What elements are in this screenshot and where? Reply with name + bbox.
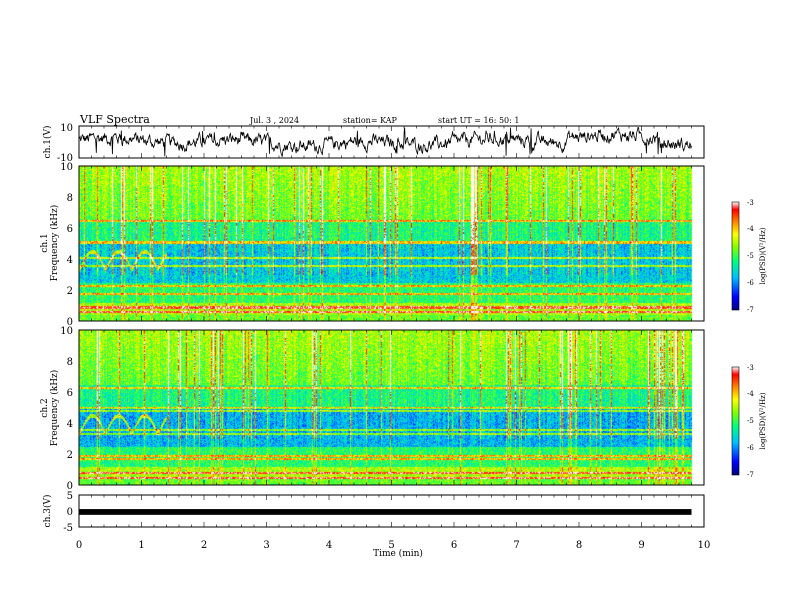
- ch1-cb-tick-m5: -5: [747, 252, 754, 260]
- ch1-cb-tick-m7: -7: [747, 306, 754, 314]
- time-tick-label: 0: [76, 540, 82, 551]
- time-tick-label: 10: [698, 540, 711, 551]
- ch1-spectrogram-ticks: [78, 166, 705, 321]
- ch1-waveform-line: [78, 127, 692, 157]
- ch2-freq-axis-label: Frequency (kHz): [49, 370, 60, 447]
- ch2-cb-tick-m6: -6: [747, 444, 754, 452]
- ch3-ytick-bottom: -5: [63, 523, 73, 534]
- ch1-waveform-panel: 10 -10 ch.1(V): [42, 123, 705, 164]
- ch1-colorbar-label: log(PSD)(V²/Hz): [759, 227, 767, 284]
- figure-title: VLF Spectra: [79, 113, 150, 126]
- ch1-freq-tick-2: 2: [67, 286, 73, 297]
- ch2-freq-tick-10: 10: [60, 326, 73, 337]
- ch1-freq-tick-6: 6: [67, 224, 73, 235]
- ch2-freq-tick-0: 0: [67, 481, 73, 492]
- ch1-spectrogram-image: [79, 166, 704, 321]
- ch1-freq-tick-4: 4: [67, 255, 73, 266]
- ch2-spectrogram-ticks: [78, 330, 705, 485]
- time-tick-label: 4: [326, 540, 332, 551]
- ch2-colorbar-label: log(PSD)(V²/Hz): [759, 392, 767, 449]
- ch3-ytick-mid: 0: [67, 507, 73, 518]
- ch3-waveform-ylabel: ch.3(V): [42, 495, 53, 528]
- ch2-colorbar-gradient: [731, 366, 740, 476]
- ch2-spectrogram-panel: 0 2 4 6 8 10 ch.2 Frequency (kHz): [40, 326, 705, 492]
- ch2-cb-tick-m3: -3: [747, 364, 754, 372]
- time-axis-label: Time (min): [373, 548, 423, 559]
- ch2-cb-tick-m4: -4: [747, 390, 754, 398]
- ch1-ytick-bottom: -10: [57, 153, 73, 164]
- time-tick-label: 2: [201, 540, 207, 551]
- ch2-freq-tick-8: 8: [67, 357, 73, 368]
- ch1-freq-axis-label: Frequency (kHz): [49, 205, 60, 282]
- ch1-waveform-ylabel: ch.1(V): [42, 126, 53, 159]
- ch1-freq-tick-0: 0: [67, 317, 73, 328]
- time-tick-label: 9: [638, 540, 644, 551]
- date-label: Jul. 3 , 2024: [249, 116, 299, 125]
- time-tick-label: 3: [263, 540, 269, 551]
- time-tick-label: 6: [451, 540, 457, 551]
- ch1-ytick-top: 10: [60, 123, 73, 134]
- time-tick-label: 5: [388, 540, 394, 551]
- ch2-freq-tick-2: 2: [67, 450, 73, 461]
- ch2-cb-tick-m7: -7: [747, 471, 754, 479]
- ch2-channel-label: ch.2: [40, 398, 50, 417]
- ch1-cb-tick-m3: -3: [747, 199, 754, 207]
- ch2-colorbar: -3 -4 -5 -6 -7 log(PSD)(V²/Hz): [731, 364, 767, 479]
- ch1-spectrogram-panel: 0 2 4 6 8 10 ch.1 Frequency (kHz): [40, 162, 705, 328]
- ch1-colorbar-gradient: [731, 201, 740, 311]
- ch2-cb-tick-m5: -5: [747, 417, 754, 425]
- ch1-freq-tick-10: 10: [60, 162, 73, 173]
- time-tick-label: 7: [513, 540, 519, 551]
- ch2-freq-tick-6: 6: [67, 388, 73, 399]
- start-time-label: start UT = 16: 50: 1: [438, 116, 519, 125]
- ch2-spectrogram-image: [79, 330, 704, 485]
- ch3-waveform-band: [79, 509, 692, 515]
- ch1-waveform-ticks: [78, 126, 705, 158]
- ch3-waveform-panel: 5 0 -5 ch.3(V): [42, 491, 705, 534]
- ch1-freq-tick-8: 8: [67, 193, 73, 204]
- ch1-channel-label: ch.1: [40, 233, 50, 252]
- station-label: station= KAP: [343, 116, 398, 125]
- time-axis-tick-labels: 0 1 2 3 4 5 6 7 8 9 10: [76, 540, 711, 551]
- ch2-freq-tick-4: 4: [67, 419, 73, 430]
- ch1-cb-tick-m6: -6: [747, 279, 754, 287]
- ch1-colorbar: -3 -4 -5 -6 -7 log(PSD)(V²/Hz): [731, 199, 767, 314]
- ch3-ytick-top: 5: [67, 491, 73, 502]
- time-tick-label: 1: [138, 540, 144, 551]
- ch1-cb-tick-m4: -4: [747, 225, 754, 233]
- time-tick-label: 8: [576, 540, 582, 551]
- ch3-waveform-ticks: [78, 495, 705, 527]
